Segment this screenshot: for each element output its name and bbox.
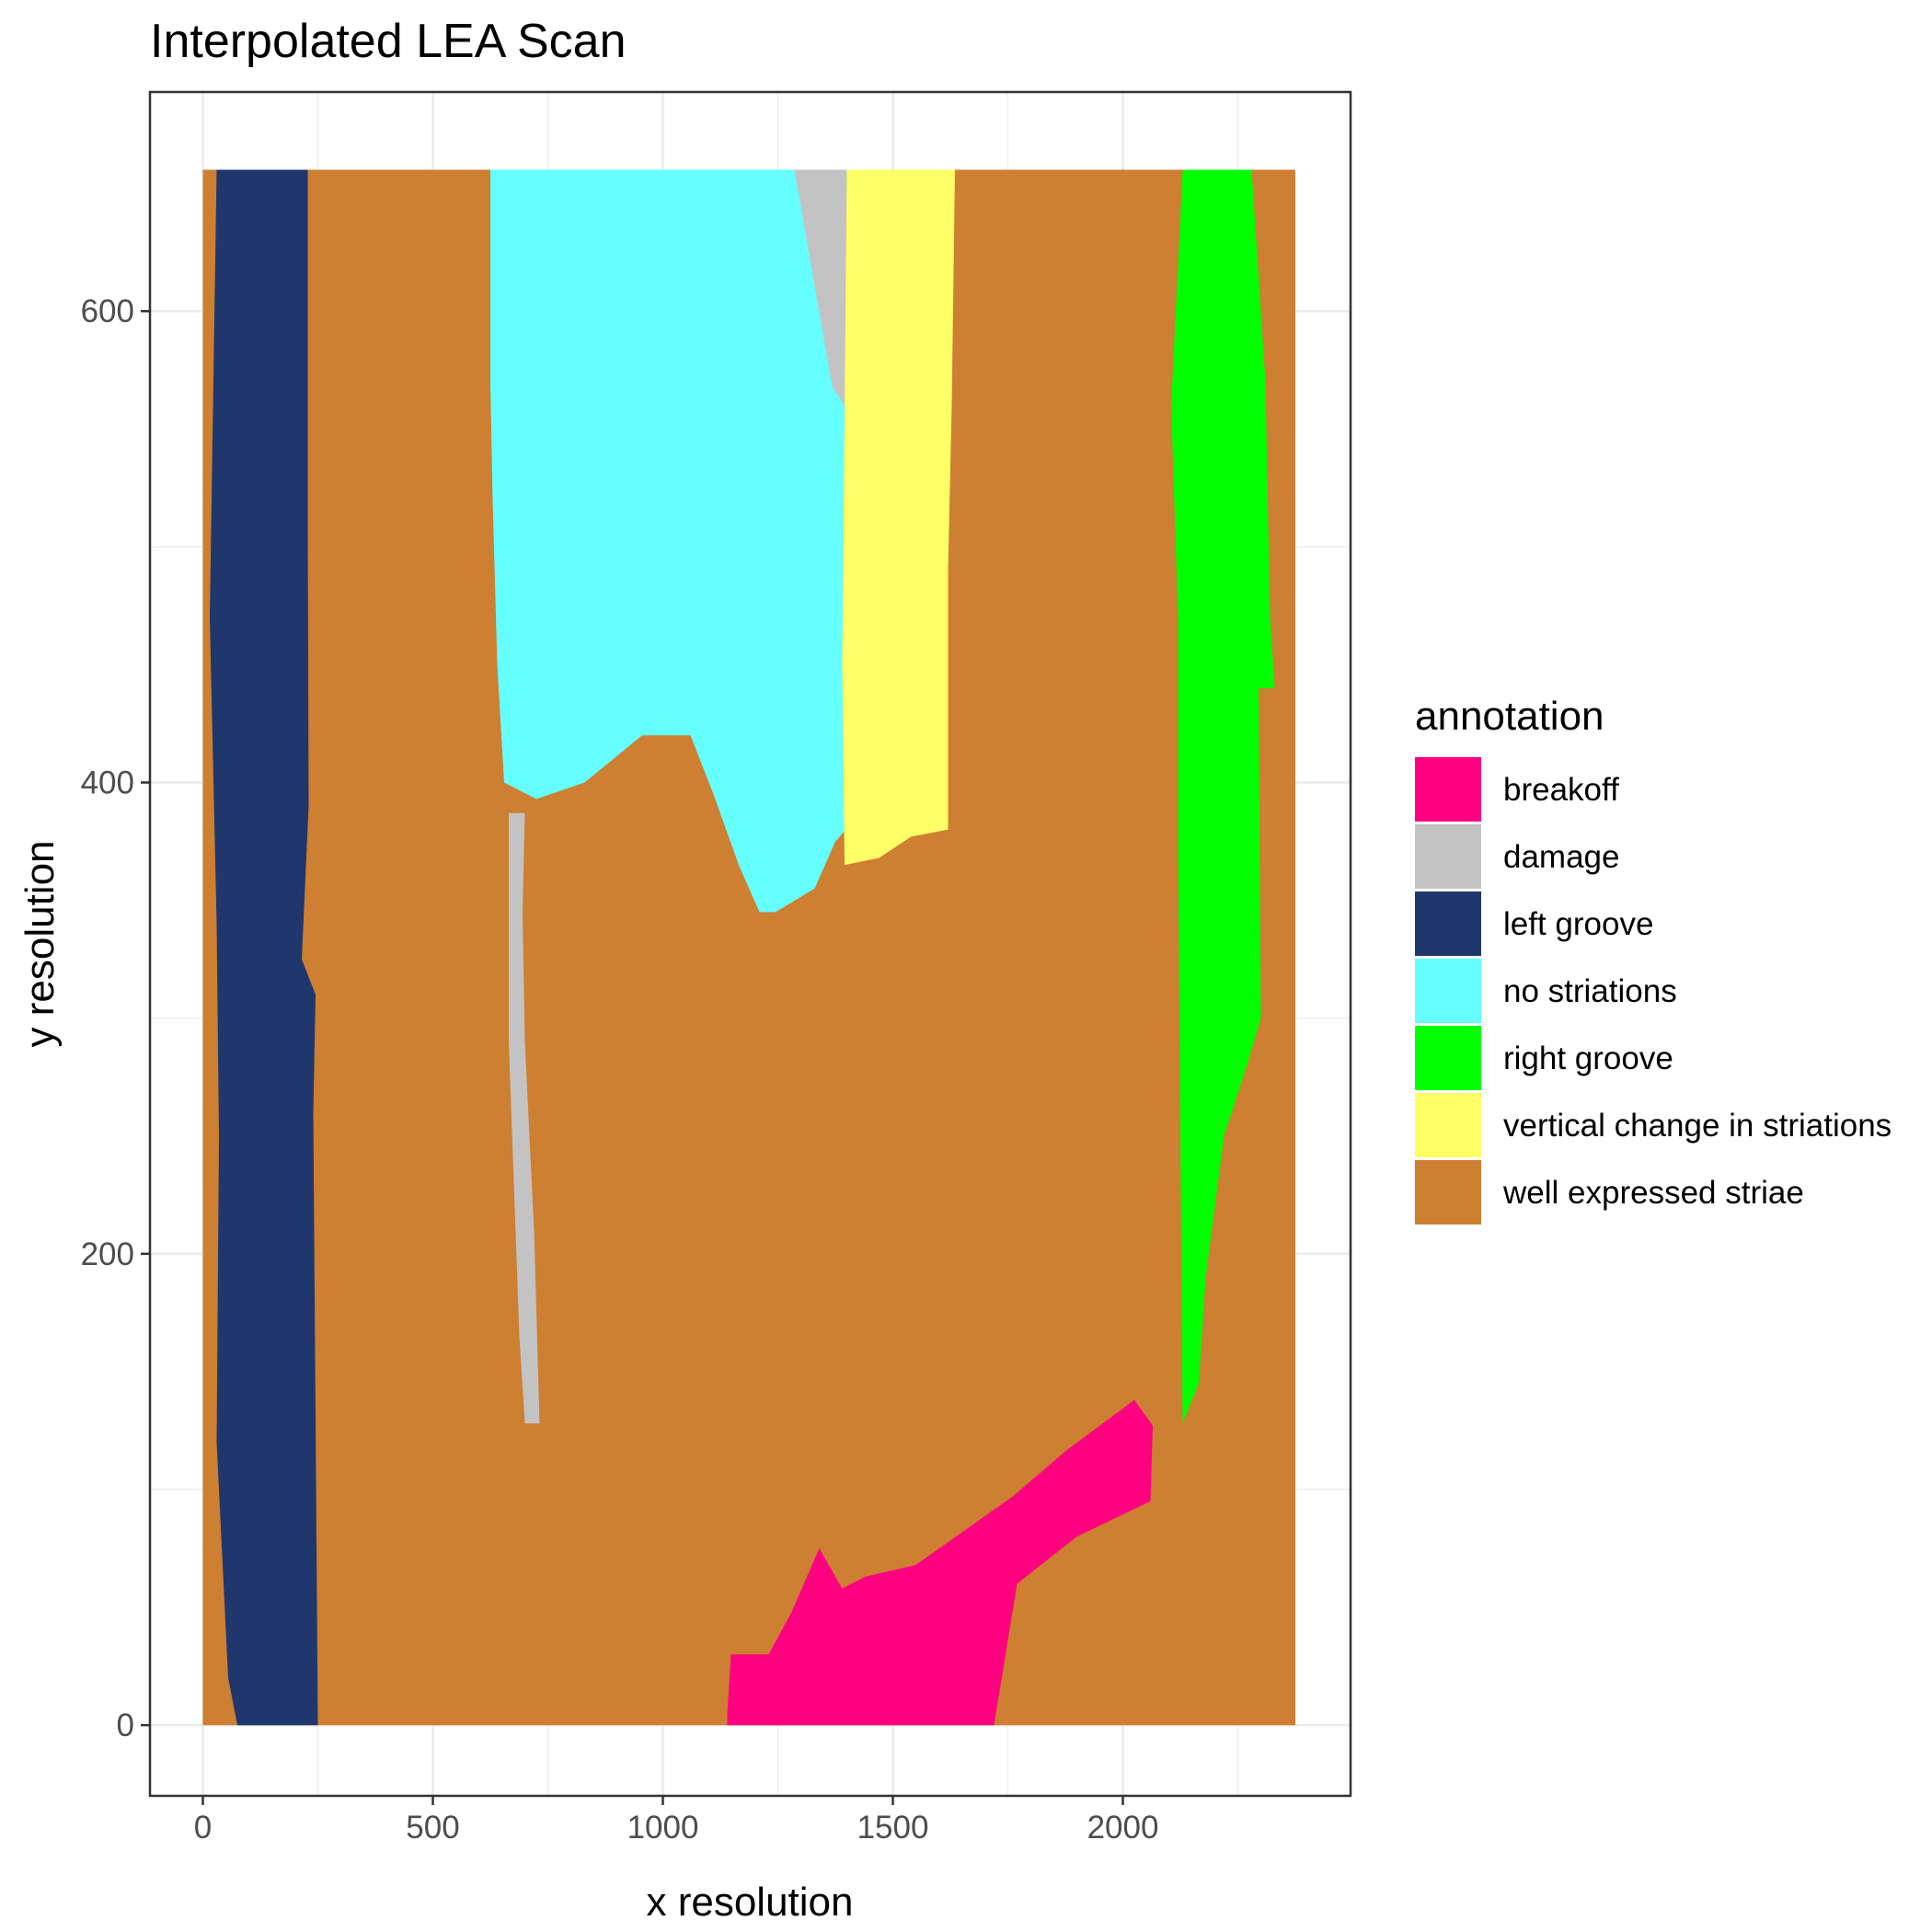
x-tick-label: 500 (406, 1810, 459, 1846)
region-breakoff (727, 1399, 1153, 1726)
region-vertical-change-in-striations (842, 169, 955, 866)
region-damage (509, 812, 540, 1424)
legend-key-breakoff (1415, 757, 1481, 822)
legend: breakoff damage left groove no striations ri… (1415, 757, 1892, 1225)
y-tick-label: 0 (117, 1708, 134, 1743)
region-well-expressed-striae (202, 169, 1295, 1726)
y-tick-label: 400 (81, 765, 134, 801)
y-axis-ticks: 0 200 400 600 (81, 293, 150, 1743)
legend-key-right-groove (1415, 1026, 1481, 1090)
chart-title: Interpolated LEA Scan (150, 15, 627, 68)
legend-label-vertical-change-in-striations: vertical change in striations (1503, 1108, 1892, 1144)
legend-label-well-expressed-striae: well expressed striae (1502, 1175, 1804, 1211)
region-no-striations (490, 169, 847, 913)
legend-label-breakoff: breakoff (1503, 772, 1619, 808)
y-tick-label: 200 (81, 1236, 134, 1272)
legend-key-well-expressed-striae (1415, 1160, 1481, 1225)
x-axis-title: x resolution (646, 1880, 853, 1925)
x-tick-label: 2000 (1087, 1810, 1159, 1846)
legend-label-right-groove: right groove (1503, 1041, 1673, 1076)
x-tick-label: 1500 (857, 1810, 929, 1846)
annotation-regions (202, 169, 1295, 1726)
legend-key-vertical-change-in-striations (1415, 1093, 1481, 1157)
legend-key-damage (1415, 824, 1481, 889)
legend-key-left-groove (1415, 891, 1481, 956)
x-tick-label: 0 (194, 1810, 212, 1846)
region-right-groove (1171, 169, 1275, 1424)
x-tick-label: 1000 (627, 1810, 699, 1846)
legend-title: annotation (1415, 694, 1604, 739)
x-axis-ticks: 0 500 1000 1500 2000 (194, 1796, 1159, 1846)
y-axis-title: y resolution (17, 840, 63, 1047)
region-left-groove (210, 169, 318, 1726)
legend-label-damage: damage (1503, 839, 1619, 875)
legend-label-no-striations: no striations (1503, 973, 1677, 1009)
y-tick-label: 600 (81, 293, 134, 329)
plot-panel-border (148, 90, 1352, 1798)
legend-label-left-groove: left groove (1503, 906, 1653, 942)
legend-key-no-striations (1415, 959, 1481, 1023)
region-damage (794, 169, 847, 410)
